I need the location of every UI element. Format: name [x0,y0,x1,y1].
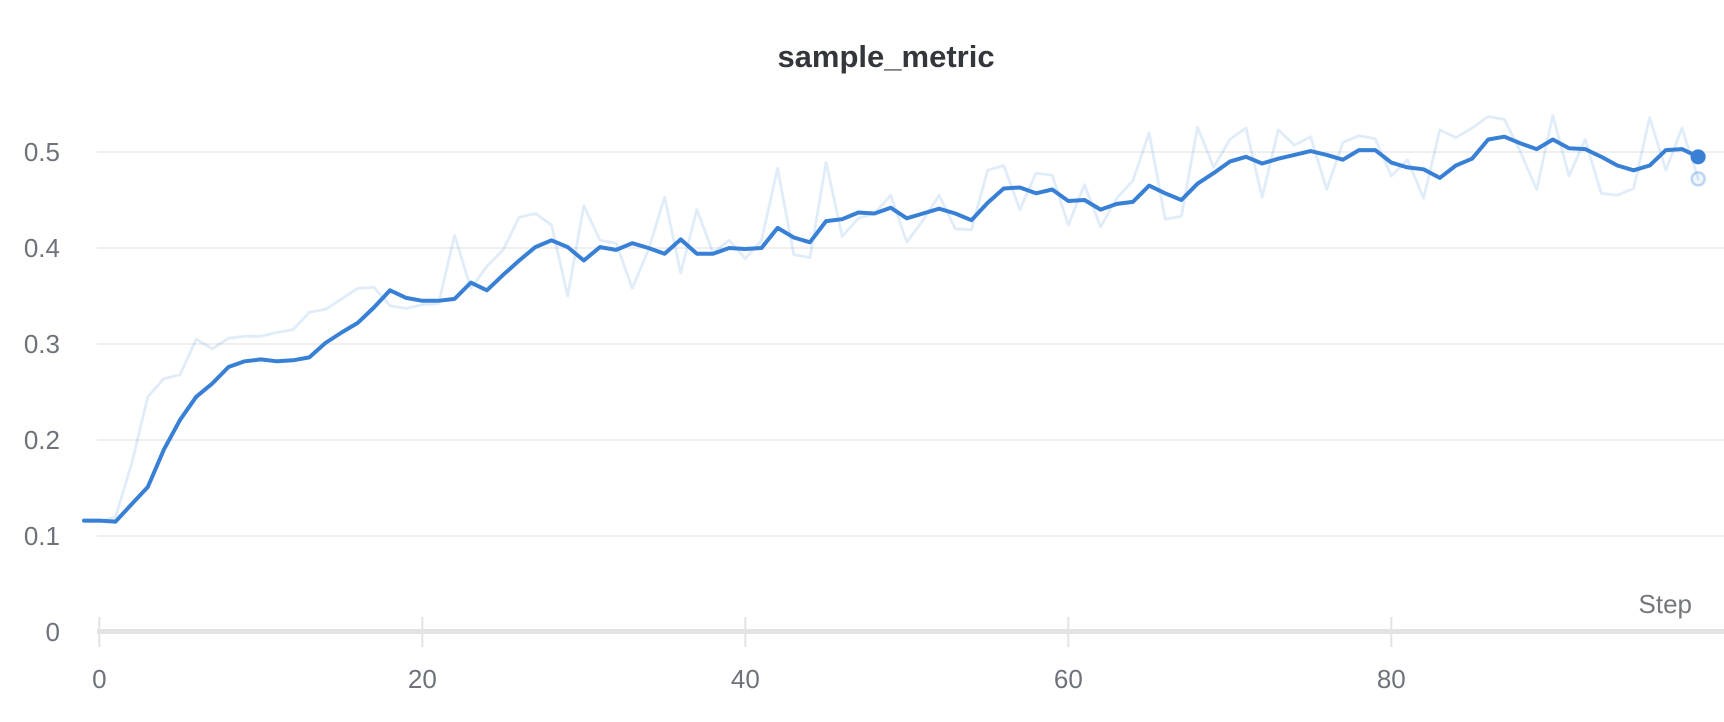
y-tick-label: 0.3 [24,329,60,359]
series-end-ring [1690,171,1706,187]
axis-layer: 0 0.1 0.2 0.3 0.4 0.5 0 20 40 60 80 [24,137,1724,694]
x-tick-label: 60 [1054,664,1083,694]
y-tick-label: 0.5 [24,137,60,167]
x-tick-label: 20 [408,664,437,694]
x-axis-label: Step [1639,589,1693,619]
series-line-smoothed [82,134,1701,524]
plot-area[interactable] [84,90,1724,632]
x-axis-line [97,629,1724,634]
x-tick-label: 0 [92,664,106,694]
y-tick-label: 0 [46,617,60,647]
grid-layer [97,151,1724,537]
y-tick-label: 0.2 [24,425,60,455]
series-line-raw [82,114,1700,523]
series-layer [82,114,1706,524]
y-tick-label: 0.1 [24,521,60,551]
series-end-dot [1690,149,1706,165]
y-tick-label: 0.4 [24,233,60,263]
x-tick-label: 80 [1377,664,1406,694]
x-tick-label: 40 [731,664,760,694]
chart-title: sample_metric [777,39,994,74]
